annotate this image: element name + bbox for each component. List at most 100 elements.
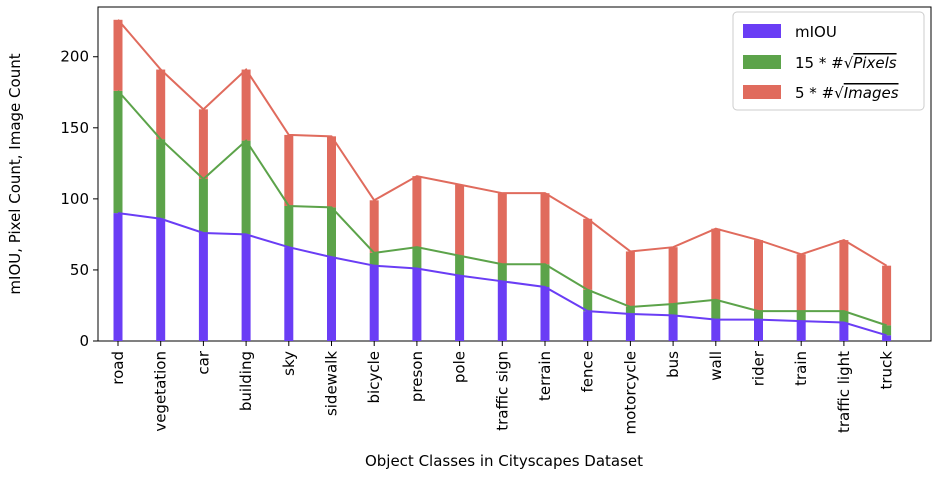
bar-3 <box>711 228 721 300</box>
bar-1 <box>241 234 251 341</box>
bar-3 <box>156 69 166 140</box>
bar-1 <box>113 213 123 341</box>
legend-swatch-2 <box>743 55 781 69</box>
bar-2 <box>412 247 422 269</box>
bar-2 <box>455 255 465 276</box>
bar-1 <box>497 281 507 341</box>
legend-swatch-1 <box>743 24 781 38</box>
bar-1 <box>625 313 635 341</box>
bar-1 <box>882 335 892 341</box>
y-tick-label: 150 <box>60 119 89 137</box>
x-tick-label: building <box>237 351 255 411</box>
x-tick-label: truck <box>878 351 896 390</box>
bar-3 <box>754 240 763 312</box>
series-line-1 <box>117 212 887 337</box>
x-tick-label: wall <box>707 351 725 381</box>
bar-2 <box>369 252 379 266</box>
legend: mIOU 15 * #√Pixels 5 * #√Images <box>732 11 925 111</box>
bar-3 <box>625 251 635 307</box>
bar-2 <box>497 264 507 282</box>
bar-3 <box>839 240 849 312</box>
legend-swatch-3 <box>743 85 781 99</box>
y-tick-label: 100 <box>60 190 89 208</box>
bar-2 <box>540 264 550 287</box>
bar-1 <box>796 321 806 341</box>
lines-layer <box>117 19 888 337</box>
x-tick-label: fence <box>579 351 597 393</box>
bar-1 <box>839 322 849 341</box>
bar-3 <box>583 218 593 290</box>
x-tick-label: pole <box>451 351 469 383</box>
bar-3 <box>241 69 251 141</box>
bar-3 <box>882 265 892 326</box>
bar-3 <box>113 19 123 91</box>
bar-3 <box>540 193 550 265</box>
legend-label-1: mIOU <box>795 23 837 41</box>
legend-label-3: 5 * #√Images <box>795 84 899 102</box>
y-tick-label: 50 <box>70 261 89 279</box>
bar-2 <box>327 207 336 258</box>
bar-3 <box>369 200 379 253</box>
x-tick-label: terrain <box>536 351 554 401</box>
series-line-3 <box>117 19 888 267</box>
bar-3 <box>668 247 678 305</box>
bar-1 <box>540 286 550 341</box>
x-tick-label: traffic sign <box>493 351 511 431</box>
legend-label-2: 15 * #√Pixels <box>795 54 897 72</box>
x-tick-label: preson <box>408 351 426 402</box>
bar-2 <box>198 178 208 233</box>
bar-3 <box>412 176 422 248</box>
series-line-2 <box>117 90 887 327</box>
x-tick-label: motorcycle <box>621 351 639 434</box>
bar-3 <box>198 109 208 179</box>
bar-2 <box>156 139 166 219</box>
bar-1 <box>455 275 465 341</box>
plot-area-frame <box>97 6 932 342</box>
bar-2 <box>113 90 123 214</box>
bar-2 <box>754 311 763 320</box>
bar-3 <box>284 134 294 206</box>
x-tick-label: road <box>109 351 127 385</box>
bar-2 <box>882 325 892 336</box>
y-axis-label: mIOU, Pixel Count, Image Count <box>6 53 24 294</box>
bar-2 <box>284 205 294 248</box>
x-axis-label: Object Classes in Cityscapes Dataset <box>365 452 643 470</box>
x-tick-label: bicycle <box>365 351 383 403</box>
bar-1 <box>327 257 336 341</box>
x-tick-label: traffic light <box>835 351 853 433</box>
x-axis: road vegetation car building sky sidewalk bicy… <box>109 341 896 434</box>
x-tick-label: sky <box>280 351 298 376</box>
bar-1 <box>156 218 166 341</box>
bar-3 <box>796 254 806 312</box>
x-tick-label: train <box>792 351 810 386</box>
bar-2 <box>796 311 806 322</box>
x-tick-label: car <box>194 350 212 374</box>
y-tick-label: 200 <box>60 48 89 66</box>
x-tick-label: bus <box>664 351 682 378</box>
bars-layer <box>113 19 892 341</box>
bar-1 <box>583 311 593 341</box>
bar-1 <box>711 319 721 341</box>
y-axis: 0 50 100 150 200 <box>60 48 98 350</box>
bar-1 <box>198 232 208 341</box>
bar-3 <box>327 136 336 208</box>
bar-2 <box>583 289 593 312</box>
bar-2 <box>241 140 251 235</box>
x-tick-label: rider <box>750 350 768 386</box>
x-tick-label: vegetation <box>152 351 170 432</box>
bar-1 <box>284 247 294 341</box>
bar-2 <box>711 299 721 320</box>
bar-3 <box>455 184 465 256</box>
bar-1 <box>754 319 763 341</box>
bar-2 <box>668 304 678 316</box>
bar-3 <box>497 193 507 265</box>
x-tick-label: sidewalk <box>323 351 341 416</box>
bar-2 <box>625 306 635 314</box>
bar-1 <box>412 268 422 341</box>
bar-1 <box>369 265 379 341</box>
bar-1 <box>668 315 678 341</box>
y-tick-label: 0 <box>79 332 89 350</box>
bar-2 <box>839 311 849 323</box>
